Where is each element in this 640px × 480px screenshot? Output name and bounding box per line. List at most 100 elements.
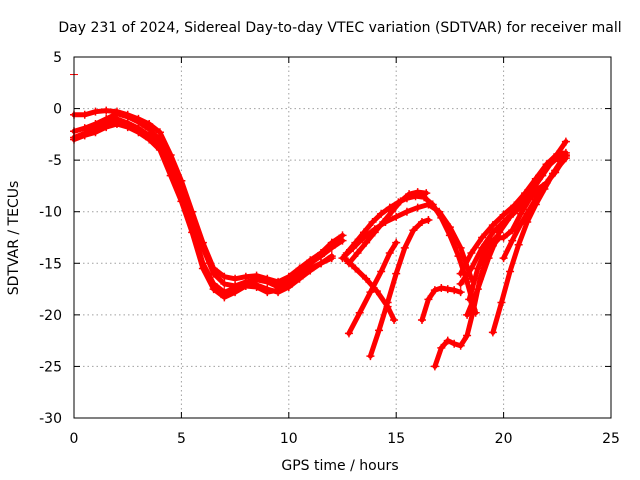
- series-line: [464, 139, 569, 318]
- x-tick-label: 15: [387, 431, 405, 447]
- series-point: [353, 248, 362, 257]
- series-point: [443, 285, 452, 294]
- y-tick-label: -20: [39, 308, 62, 324]
- series-point: [327, 243, 336, 252]
- series-point: [80, 131, 89, 140]
- series-point: [499, 233, 508, 242]
- y-tick-label: -25: [39, 359, 62, 375]
- series-point: [456, 269, 465, 278]
- series-point: [241, 281, 250, 290]
- series-point: [252, 283, 261, 292]
- series-point: [396, 197, 405, 206]
- series-point: [263, 277, 272, 286]
- series-point: [533, 191, 542, 200]
- series-point: [561, 137, 570, 146]
- series-pass-4: [70, 120, 336, 302]
- series-point: [516, 220, 525, 229]
- series-point: [209, 285, 218, 294]
- series-point: [377, 267, 386, 276]
- series-point: [362, 238, 371, 247]
- series-point: [430, 362, 439, 371]
- series-pass-11: [417, 284, 465, 325]
- series-point: [443, 336, 452, 345]
- series-point: [525, 195, 534, 204]
- series-point: [385, 248, 394, 257]
- series-point: [340, 254, 349, 263]
- series-point: [263, 288, 272, 297]
- series-point: [424, 215, 433, 224]
- series-point: [392, 238, 401, 247]
- series-point: [417, 218, 426, 227]
- series-point: [220, 293, 229, 302]
- series-point: [508, 236, 517, 245]
- series-point: [497, 298, 506, 307]
- series-pass-10: [366, 215, 433, 361]
- series-point: [514, 240, 523, 249]
- series-point: [274, 286, 283, 295]
- x-tick-label: 20: [495, 431, 513, 447]
- series-point: [465, 295, 474, 304]
- series-point: [295, 271, 304, 280]
- series-point: [351, 264, 360, 273]
- series-point: [366, 288, 375, 297]
- series-point: [390, 316, 399, 325]
- series-point: [437, 343, 446, 352]
- series-point: [482, 243, 491, 252]
- series-point: [467, 248, 476, 257]
- series-point: [306, 264, 315, 273]
- series-point: [506, 267, 515, 276]
- x-tick-label: 0: [70, 431, 79, 447]
- series-point: [155, 145, 164, 154]
- series-pass-17: [488, 156, 566, 337]
- x-tick-label: 25: [602, 431, 620, 447]
- series-point: [392, 269, 401, 278]
- series-point: [377, 209, 386, 218]
- series-point: [368, 218, 377, 227]
- series-point: [551, 166, 560, 175]
- series-point: [102, 123, 111, 132]
- series-point: [166, 171, 175, 180]
- series-point: [463, 310, 472, 319]
- series-point: [284, 279, 293, 288]
- series-point: [506, 212, 515, 221]
- series-point: [383, 298, 392, 307]
- series-point: [456, 243, 465, 252]
- series-pass-8: [344, 238, 401, 338]
- series-point: [484, 254, 493, 263]
- series-point: [538, 171, 547, 180]
- series-point: [359, 228, 368, 237]
- plot-frame: [73, 56, 612, 419]
- chart-title: Day 231 of 2024, Sidereal Day-to-day VTE…: [58, 20, 621, 36]
- series-point: [220, 279, 229, 288]
- series-point: [437, 284, 446, 293]
- y-tick-label: 0: [53, 102, 62, 118]
- y-tick-label: -30: [39, 411, 62, 427]
- series-point: [413, 203, 422, 212]
- series-point: [445, 231, 454, 240]
- axis-ticks: 0 5 10 15 20 25 5 0 -5 -10 -15 -20 -25 -30: [39, 50, 620, 447]
- series-point: [342, 248, 351, 257]
- series-point: [123, 123, 132, 132]
- series-point: [344, 329, 353, 338]
- series-point: [499, 210, 508, 219]
- series-pass-18: [499, 154, 570, 263]
- series-point: [417, 316, 426, 325]
- series-line: [501, 155, 569, 261]
- series-line: [344, 193, 479, 316]
- series-point: [491, 234, 500, 243]
- series-point: [456, 279, 465, 288]
- series-point: [488, 221, 497, 230]
- y-axis-label: SDTVAR / TECUs: [6, 181, 22, 296]
- x-tick-label: 10: [280, 431, 298, 447]
- series-point: [372, 287, 381, 296]
- series-point: [428, 200, 437, 209]
- series-point: [473, 285, 482, 294]
- series-point: [413, 188, 422, 197]
- series-point: [387, 207, 396, 216]
- series-point: [392, 212, 401, 221]
- series-point: [80, 110, 89, 119]
- series-point: [516, 209, 525, 218]
- y-tick-label: 5: [53, 50, 62, 66]
- series-point: [317, 259, 326, 268]
- series-point: [463, 331, 472, 340]
